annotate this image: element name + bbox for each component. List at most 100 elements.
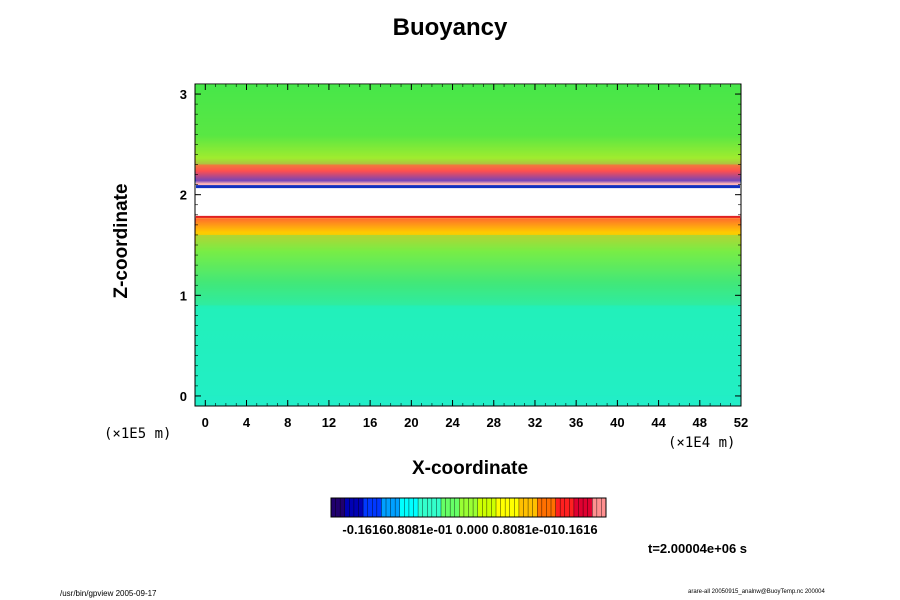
y-axis-ticks: 0 1 2 3 (180, 87, 741, 404)
x-tick-label: 52 (734, 415, 748, 430)
colorbar-cell (335, 498, 341, 517)
colorbar-cell (583, 498, 589, 517)
colorbar-cell (473, 498, 479, 517)
time-label: t=2.00004e+06 s (648, 541, 748, 556)
colorbar-cell (463, 498, 469, 517)
x-tick-label: 40 (610, 415, 624, 430)
colorbar-cell (431, 498, 437, 517)
colorbar-cell (546, 498, 552, 517)
colorbar-cell (491, 498, 497, 517)
chart-title: Buoyancy (392, 14, 508, 41)
colorbar-cell (482, 498, 488, 517)
band-3 (196, 186, 740, 217)
colorbar-cell (358, 498, 364, 517)
colorbar-cell (578, 498, 584, 517)
colorbar-cell (381, 498, 387, 517)
x-tick-label: 4 (243, 415, 251, 430)
colorbar-cell (496, 498, 502, 517)
colorbar-cell (399, 498, 405, 517)
x-axis-title: X-coordinate (411, 458, 529, 479)
colorbar-cell (509, 498, 515, 517)
colorbar-cell (532, 498, 538, 517)
colorbar-cell (459, 498, 465, 517)
colorbar-cell (592, 498, 598, 517)
colorbar-cell (441, 498, 447, 517)
colorbar-cell (344, 498, 350, 517)
colorbar-frame (330, 497, 607, 518)
y-tick-label: 3 (180, 87, 187, 102)
colorbar-cell (523, 498, 529, 517)
colorbar-cell (587, 498, 593, 517)
colorbar-cell (367, 498, 373, 517)
colorbar-cell (450, 498, 456, 517)
colorbar-cell (363, 498, 369, 517)
colorbar-cell (353, 498, 359, 517)
x-axis-ticks: 0 4 8 12 16 20 24 28 32 36 40 44 48 52 (202, 84, 748, 430)
colorbar-cell (445, 498, 451, 517)
colorbar-cell (386, 498, 392, 517)
colorbar-cell (596, 498, 602, 517)
x-tick-label: 24 (445, 415, 460, 430)
x-tick-label: 16 (363, 415, 377, 430)
colorbar-cell (331, 498, 337, 517)
colorbar (330, 497, 607, 518)
x-tick-label: 32 (528, 415, 542, 430)
band-4 (196, 164, 740, 187)
colorbar-cell (376, 498, 382, 517)
x-axis-unit: (×1E4 m) (668, 435, 736, 451)
footer-file: arare-all 20050915_analnw@BuoyTemp.nc 20… (688, 589, 825, 595)
band-1 (196, 234, 740, 306)
colorbar-cell (537, 498, 543, 517)
colorbar-cell (418, 498, 424, 517)
colorbar-cell (518, 498, 524, 517)
colorbar-cell (477, 498, 483, 517)
colorbar-cell (564, 498, 570, 517)
x-tick-label: 36 (569, 415, 583, 430)
y-tick-label: 1 (180, 288, 187, 303)
colorbar-cell (454, 498, 460, 517)
y-axis-unit: (×1E5 m) (104, 426, 172, 442)
colorbar-cell (390, 498, 396, 517)
colorbar-cell (541, 498, 547, 517)
colorbar-cell (560, 498, 566, 517)
buoyancy-bands (196, 84, 740, 396)
x-tick-label: 0 (202, 415, 209, 430)
x-tick-label: 12 (322, 415, 336, 430)
band-0 (196, 305, 740, 396)
colorbar-cell (514, 498, 520, 517)
x-tick-label: 48 (693, 415, 707, 430)
y-axis-title: Z-coordinate (111, 183, 132, 299)
colorbar-cell (427, 498, 433, 517)
colorbar-cell (569, 498, 575, 517)
colorbar-cell (505, 498, 511, 517)
colorbar-cell (340, 498, 346, 517)
x-tick-label: 8 (284, 415, 291, 430)
colorbar-cell (468, 498, 474, 517)
band-5 (196, 84, 740, 165)
colorbar-cell (573, 498, 579, 517)
colorbar-cell (601, 498, 607, 517)
footer-command: /usr/bin/gpview 2005-09-17 (60, 589, 157, 598)
buoyancy-field (194, 83, 742, 407)
colorbar-cell (500, 498, 506, 517)
colorbar-cell (408, 498, 414, 517)
colorbar-cell (422, 498, 428, 517)
colorbar-cell (528, 498, 534, 517)
x-tick-label: 28 (487, 415, 501, 430)
band-2 (196, 216, 740, 235)
colorbar-cell (349, 498, 355, 517)
colorbar-tick-labels: -0.16160.8081e-01 0.000 0.8081e-010.1616 (342, 522, 598, 537)
colorbar-cell (436, 498, 442, 517)
x-tick-label: 20 (404, 415, 418, 430)
y-tick-label: 2 (180, 188, 187, 203)
colorbar-cell (395, 498, 401, 517)
colorbar-cell (555, 498, 561, 517)
colorbar-cell (413, 498, 419, 517)
y-tick-label: 0 (180, 389, 187, 404)
colorbar-cell (486, 498, 492, 517)
x-tick-label: 44 (651, 415, 666, 430)
colorbar-cell (372, 498, 378, 517)
colorbar-cell (551, 498, 557, 517)
colorbar-cell (404, 498, 410, 517)
